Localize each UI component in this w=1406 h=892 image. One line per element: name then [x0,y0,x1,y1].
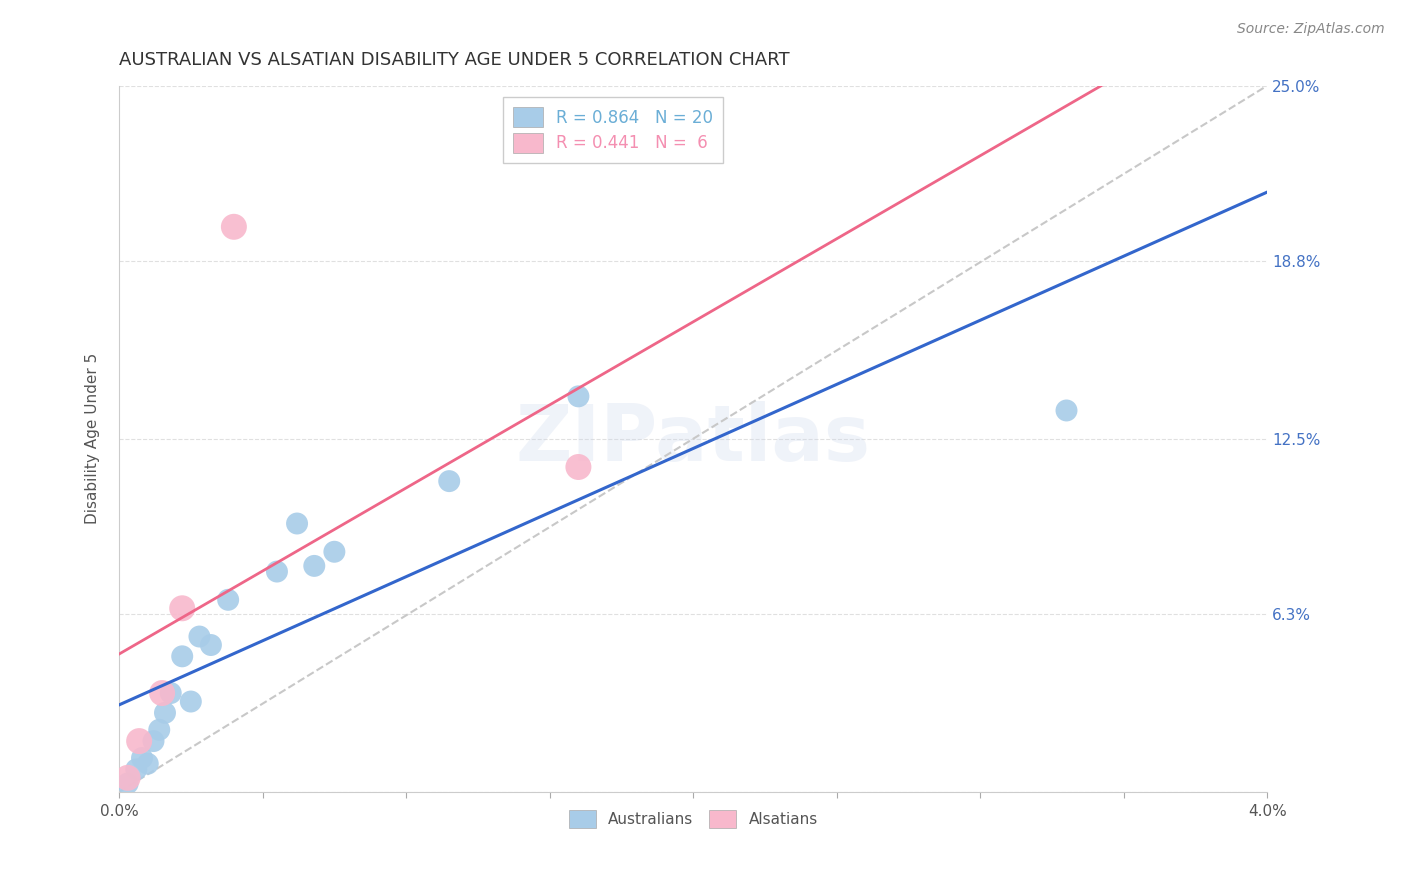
Point [148,723,170,737]
Point [153,706,176,720]
Point [172,601,194,615]
Point [266,565,288,579]
Point [188,630,211,644]
Point [567,389,589,403]
Text: ZIPatlas: ZIPatlas [516,401,870,476]
Point [131,751,153,765]
Point [159,686,181,700]
Point [128,734,150,748]
Point [200,638,222,652]
Point [323,545,346,559]
Point [180,694,202,708]
Point [150,686,173,700]
Text: AUSTRALIAN VS ALSATIAN DISABILITY AGE UNDER 5 CORRELATION CHART: AUSTRALIAN VS ALSATIAN DISABILITY AGE UN… [120,51,790,69]
Point [125,763,148,777]
Point [117,771,139,785]
Point [567,460,589,475]
Y-axis label: Disability Age Under 5: Disability Age Under 5 [86,353,100,524]
Point [304,558,326,573]
Point [1056,403,1078,417]
Point [222,219,245,234]
Point [136,756,159,771]
Point [285,516,308,531]
Text: Source: ZipAtlas.com: Source: ZipAtlas.com [1237,22,1385,37]
Point [117,776,139,790]
Legend: Australians, Alsatians: Australians, Alsatians [562,804,824,834]
Point [439,474,461,488]
Point [142,734,165,748]
Point [217,592,239,607]
Point [172,649,194,664]
